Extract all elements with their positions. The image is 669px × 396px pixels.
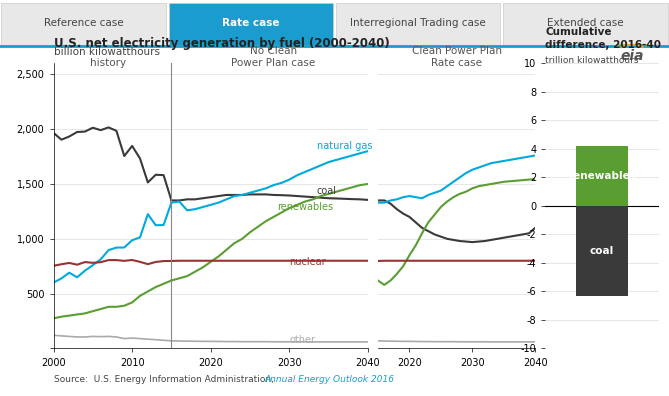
Text: trillion kilowatthours: trillion kilowatthours (545, 56, 639, 65)
Text: Annual Energy Outlook 2016: Annual Energy Outlook 2016 (264, 375, 394, 384)
Text: coal: coal (317, 186, 337, 196)
Text: billion kilowatthours: billion kilowatthours (54, 48, 159, 57)
Text: Extended case: Extended case (547, 18, 624, 28)
Text: eia: eia (620, 49, 644, 63)
Text: natural gas: natural gas (317, 141, 373, 151)
Text: other: other (290, 335, 315, 345)
Text: Reference case: Reference case (43, 18, 124, 28)
Text: nuclear: nuclear (290, 257, 326, 267)
Text: Clean Power Plan
Rate case: Clean Power Plan Rate case (411, 46, 502, 68)
Text: history: history (90, 58, 126, 68)
Bar (1, 3, 166, 45)
Text: U.S. net electricity generation by fuel (2000-2040): U.S. net electricity generation by fuel … (54, 36, 389, 50)
Text: renewables: renewables (278, 202, 334, 212)
Text: Cumulative
difference, 2016-40: Cumulative difference, 2016-40 (545, 27, 661, 50)
Bar (169, 3, 333, 45)
Text: No Clean
Power Plan case: No Clean Power Plan case (231, 46, 316, 68)
Bar (503, 3, 668, 45)
Bar (336, 3, 500, 45)
Bar (576, 206, 628, 296)
Text: Rate case: Rate case (222, 18, 280, 28)
Text: Interregional Trading case: Interregional Trading case (351, 18, 486, 28)
Text: coal: coal (590, 246, 614, 256)
Text: Source:  U.S. Energy Information Administration,: Source: U.S. Energy Information Administ… (54, 375, 276, 384)
Bar (576, 146, 628, 206)
Text: renewables: renewables (568, 171, 636, 181)
